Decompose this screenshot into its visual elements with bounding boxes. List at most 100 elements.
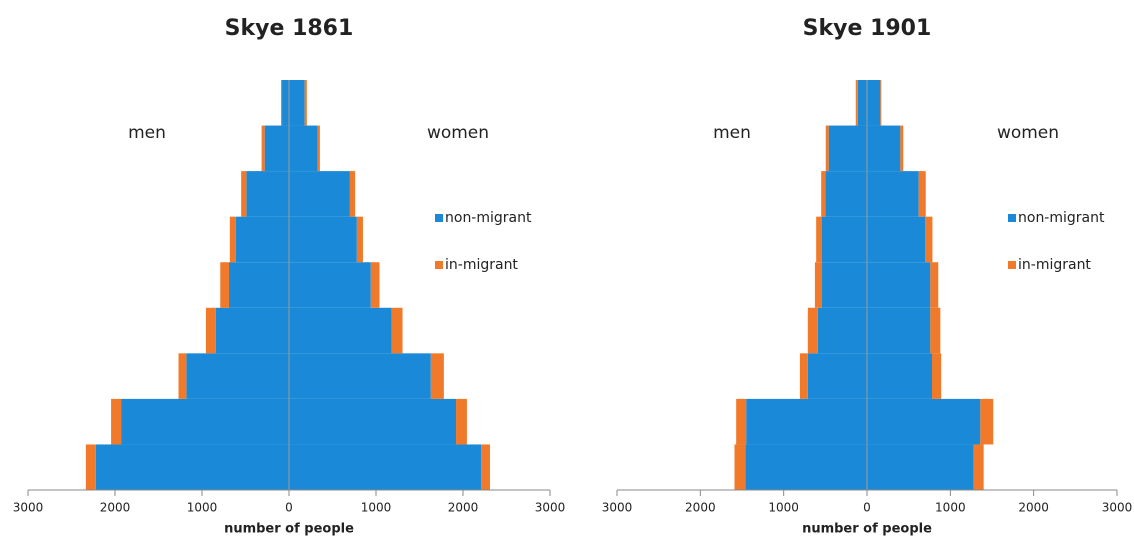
legend-label: in-migrant <box>1018 257 1091 273</box>
bar <box>867 307 931 354</box>
x-axis-label: number of people <box>802 522 932 537</box>
legend-label: non-migrant <box>445 210 532 226</box>
bar <box>807 307 818 354</box>
bar <box>289 444 482 490</box>
bar <box>220 262 229 308</box>
bar <box>215 307 289 354</box>
bar <box>289 216 357 263</box>
bar <box>746 398 867 445</box>
bar <box>867 262 931 308</box>
x-tick-label: 2000 <box>1018 501 1049 515</box>
bar <box>370 262 380 308</box>
bar <box>289 398 457 445</box>
x-tick-label: 3000 <box>13 501 44 515</box>
bar <box>932 353 942 399</box>
bar <box>241 171 247 217</box>
bar <box>867 216 926 263</box>
bar <box>880 80 882 126</box>
bar <box>456 398 467 445</box>
x-tick-label: 2000 <box>448 501 479 515</box>
bar <box>186 353 289 399</box>
bar <box>430 353 444 399</box>
x-tick-label: 1000 <box>768 501 799 515</box>
x-axis-label: number of people <box>224 522 354 537</box>
chart-title: Skye 1901 <box>803 16 932 41</box>
bar <box>289 80 305 126</box>
bar <box>289 262 371 308</box>
bar <box>205 307 216 354</box>
x-tick-label: 2000 <box>685 501 716 515</box>
bar <box>855 80 858 126</box>
bar <box>280 80 283 126</box>
bar <box>799 353 808 399</box>
bar <box>918 171 926 217</box>
bar <box>867 125 901 172</box>
x-tick-label: 1000 <box>935 501 966 515</box>
bar <box>930 262 939 308</box>
bar <box>745 444 867 490</box>
bar <box>828 125 867 172</box>
bar <box>246 171 289 217</box>
bar <box>821 171 826 217</box>
annotation: women <box>427 123 489 143</box>
bar <box>825 171 867 217</box>
legend-label: in-migrant <box>445 257 518 273</box>
bar <box>980 398 994 445</box>
bar <box>822 216 867 263</box>
bar <box>289 307 392 354</box>
bar <box>391 307 403 354</box>
x-tick-label: 2000 <box>100 501 131 515</box>
bar <box>178 353 187 399</box>
bar <box>228 262 289 308</box>
bar <box>867 80 881 126</box>
bar <box>734 444 746 490</box>
bar <box>264 125 289 172</box>
bar <box>235 216 289 263</box>
bar <box>289 353 431 399</box>
bar <box>95 444 289 490</box>
bar <box>289 125 318 172</box>
x-tick-label: 3000 <box>602 501 633 515</box>
x-tick-label: 1000 <box>361 501 392 515</box>
legend-label: non-migrant <box>1018 210 1105 226</box>
bar <box>857 80 867 126</box>
bar <box>481 444 490 490</box>
legend-swatch <box>1008 261 1016 269</box>
x-tick-label: 3000 <box>1102 501 1133 515</box>
bar <box>900 125 904 172</box>
x-tick-label: 0 <box>863 501 871 515</box>
legend-swatch <box>435 261 443 269</box>
x-tick-label: 0 <box>285 501 293 515</box>
bar <box>261 125 265 172</box>
bar <box>289 171 350 217</box>
bar <box>121 398 289 445</box>
bar <box>349 171 356 217</box>
chart-title: Skye 1861 <box>225 16 354 41</box>
bar <box>825 125 829 172</box>
bar <box>356 216 363 263</box>
x-tick-label: 3000 <box>535 501 566 515</box>
bar <box>867 353 932 399</box>
bar <box>736 398 747 445</box>
annotation: women <box>997 123 1059 143</box>
bar <box>925 216 933 263</box>
bar <box>867 171 919 217</box>
bar <box>85 444 96 490</box>
bar <box>930 307 941 354</box>
legend-swatch <box>1008 214 1016 222</box>
legend-swatch <box>435 214 443 222</box>
bar <box>814 262 822 308</box>
bar <box>867 444 974 490</box>
bar <box>822 262 867 308</box>
bar <box>973 444 984 490</box>
bar <box>229 216 236 263</box>
annotation: men <box>128 123 166 143</box>
bar <box>282 80 289 126</box>
x-tick-label: 1000 <box>187 501 218 515</box>
bar <box>807 353 867 399</box>
bar <box>817 307 867 354</box>
bar <box>816 216 822 263</box>
bar <box>304 80 307 126</box>
bar <box>867 398 981 445</box>
